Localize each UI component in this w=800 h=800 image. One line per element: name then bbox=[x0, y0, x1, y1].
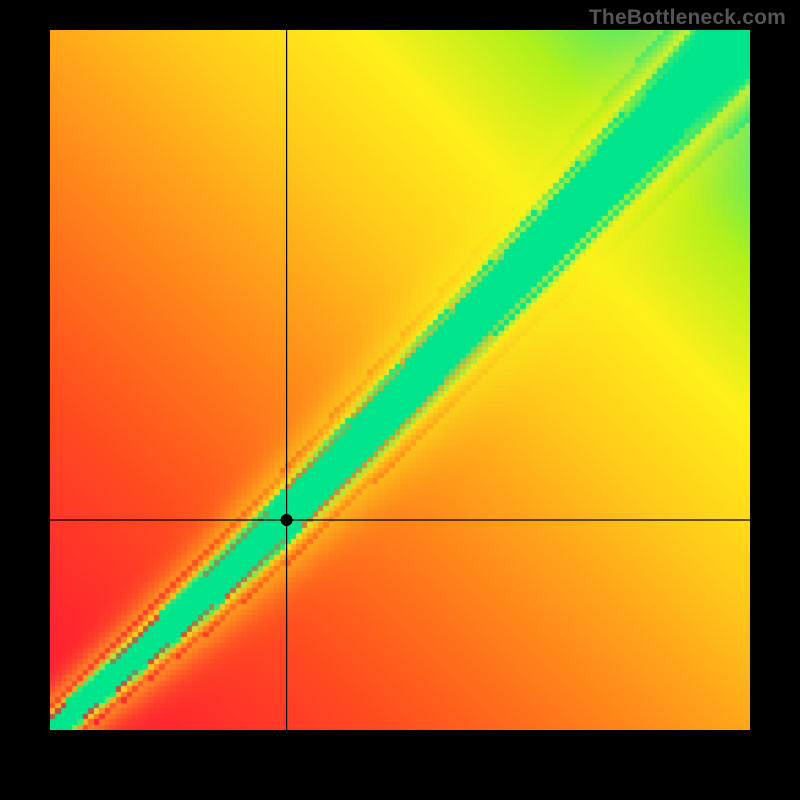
watermark-label: TheBottleneck.com bbox=[589, 6, 786, 30]
heatmap-canvas bbox=[50, 30, 750, 730]
bottleneck-heatmap-frame: TheBottleneck.com bbox=[0, 0, 800, 800]
